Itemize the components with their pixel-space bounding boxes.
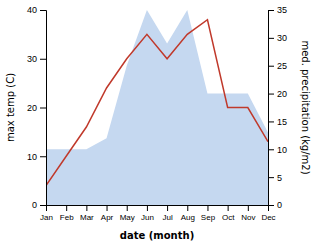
tick: 25 — [268, 61, 287, 71]
tick: Feb — [60, 205, 74, 222]
tick-label: 20 — [27, 103, 37, 113]
tick-label: Aug — [181, 213, 195, 222]
tick: Jan — [40, 205, 53, 222]
tick: 5 — [268, 173, 282, 183]
tick-label: 30 — [277, 33, 287, 43]
tick-label: 20 — [277, 89, 287, 99]
tick-mark — [40, 10, 46, 11]
y-axis: 0 10 20 30 40 — [27, 5, 47, 210]
tick-mark — [40, 59, 46, 60]
marks — [46, 10, 268, 205]
tick-label: May — [120, 213, 135, 222]
tick-mark — [268, 38, 274, 39]
tick: Dec — [261, 205, 275, 222]
tick-label: 0 — [32, 200, 37, 210]
tick-mark — [40, 108, 46, 109]
tick: Jul — [162, 205, 172, 222]
tick-mark — [167, 205, 168, 211]
tick: 10 — [268, 145, 287, 155]
tick: 30 — [27, 54, 46, 64]
tick: 15 — [268, 117, 287, 127]
tick-mark — [86, 205, 87, 211]
area — [46, 10, 268, 205]
tick: 35 — [268, 5, 287, 15]
tick-label: Oct — [222, 213, 235, 222]
tick-label: 30 — [27, 54, 37, 64]
tick: 30 — [268, 33, 287, 43]
y2-axis: 0 5 10 15 20 25 30 35 — [268, 5, 287, 210]
tick-mark — [248, 205, 249, 211]
tick: Aug — [181, 205, 195, 222]
tick: 20 — [268, 89, 287, 99]
tick-label: 35 — [277, 5, 287, 15]
tick-mark — [268, 149, 274, 150]
tick-label: Sep — [201, 213, 216, 222]
axis-line — [269, 11, 275, 206]
tick-label: 25 — [277, 61, 287, 71]
tick: May — [120, 205, 135, 222]
tick: Sep — [201, 205, 216, 222]
tick: 0 — [32, 200, 46, 210]
tick-mark — [207, 205, 208, 211]
y-axis-title: max temp (C) — [5, 73, 16, 142]
x-axis-title: date (month) — [120, 230, 194, 241]
tick-label: Feb — [60, 213, 74, 222]
tick-label: 0 — [277, 200, 282, 210]
tick-mark — [107, 205, 108, 211]
tick-mark — [66, 205, 67, 211]
tick: 10 — [27, 152, 46, 162]
tick-label: Jan — [40, 213, 53, 222]
tick-label: Dec — [261, 213, 275, 222]
tick-label: 10 — [277, 145, 287, 155]
tick-mark — [187, 205, 188, 211]
tick-label: 40 — [27, 5, 37, 15]
tick: Oct — [222, 205, 235, 222]
tick-mark — [268, 121, 274, 122]
tick-mark — [228, 205, 229, 211]
chart: JanFebMarAprMayJunJulAugSepOctNovDec0102… — [0, 0, 318, 247]
tick-label: Mar — [80, 213, 94, 222]
y2-axis-title: med. precipitation (kg/m2) — [300, 40, 311, 174]
tick-label: 15 — [277, 117, 287, 127]
tick: Mar — [80, 205, 94, 222]
tick-mark — [40, 156, 46, 157]
tick-mark — [147, 205, 148, 211]
tick-label: 5 — [277, 173, 282, 183]
tick: 20 — [27, 103, 46, 113]
tick: 40 — [27, 5, 46, 15]
tick: 0 — [268, 200, 282, 210]
tick-label: Nov — [241, 213, 255, 222]
tick-mark — [268, 177, 274, 178]
tick-mark — [268, 205, 274, 206]
tick-mark — [268, 10, 274, 11]
tick-mark — [268, 66, 274, 67]
tick-mark — [268, 94, 274, 95]
tick-mark — [40, 205, 46, 206]
tick-label: 10 — [27, 152, 37, 162]
tick-label: Jun — [141, 213, 154, 222]
tick: Nov — [241, 205, 255, 222]
tick: Jun — [141, 205, 154, 222]
x-axis: Jan Feb Mar Apr May Jun Jul Aug Sep Oct Nov Dec — [40, 205, 276, 222]
tick: Apr — [101, 205, 114, 222]
line — [46, 20, 268, 186]
axis-line — [40, 11, 47, 206]
axis-line — [47, 206, 269, 212]
tick-label: Apr — [101, 213, 114, 222]
tick-label: Jul — [162, 213, 172, 222]
plot: JanFebMarAprMayJunJulAugSepOctNovDec0102… — [5, 5, 311, 241]
tick-mark — [127, 205, 128, 211]
